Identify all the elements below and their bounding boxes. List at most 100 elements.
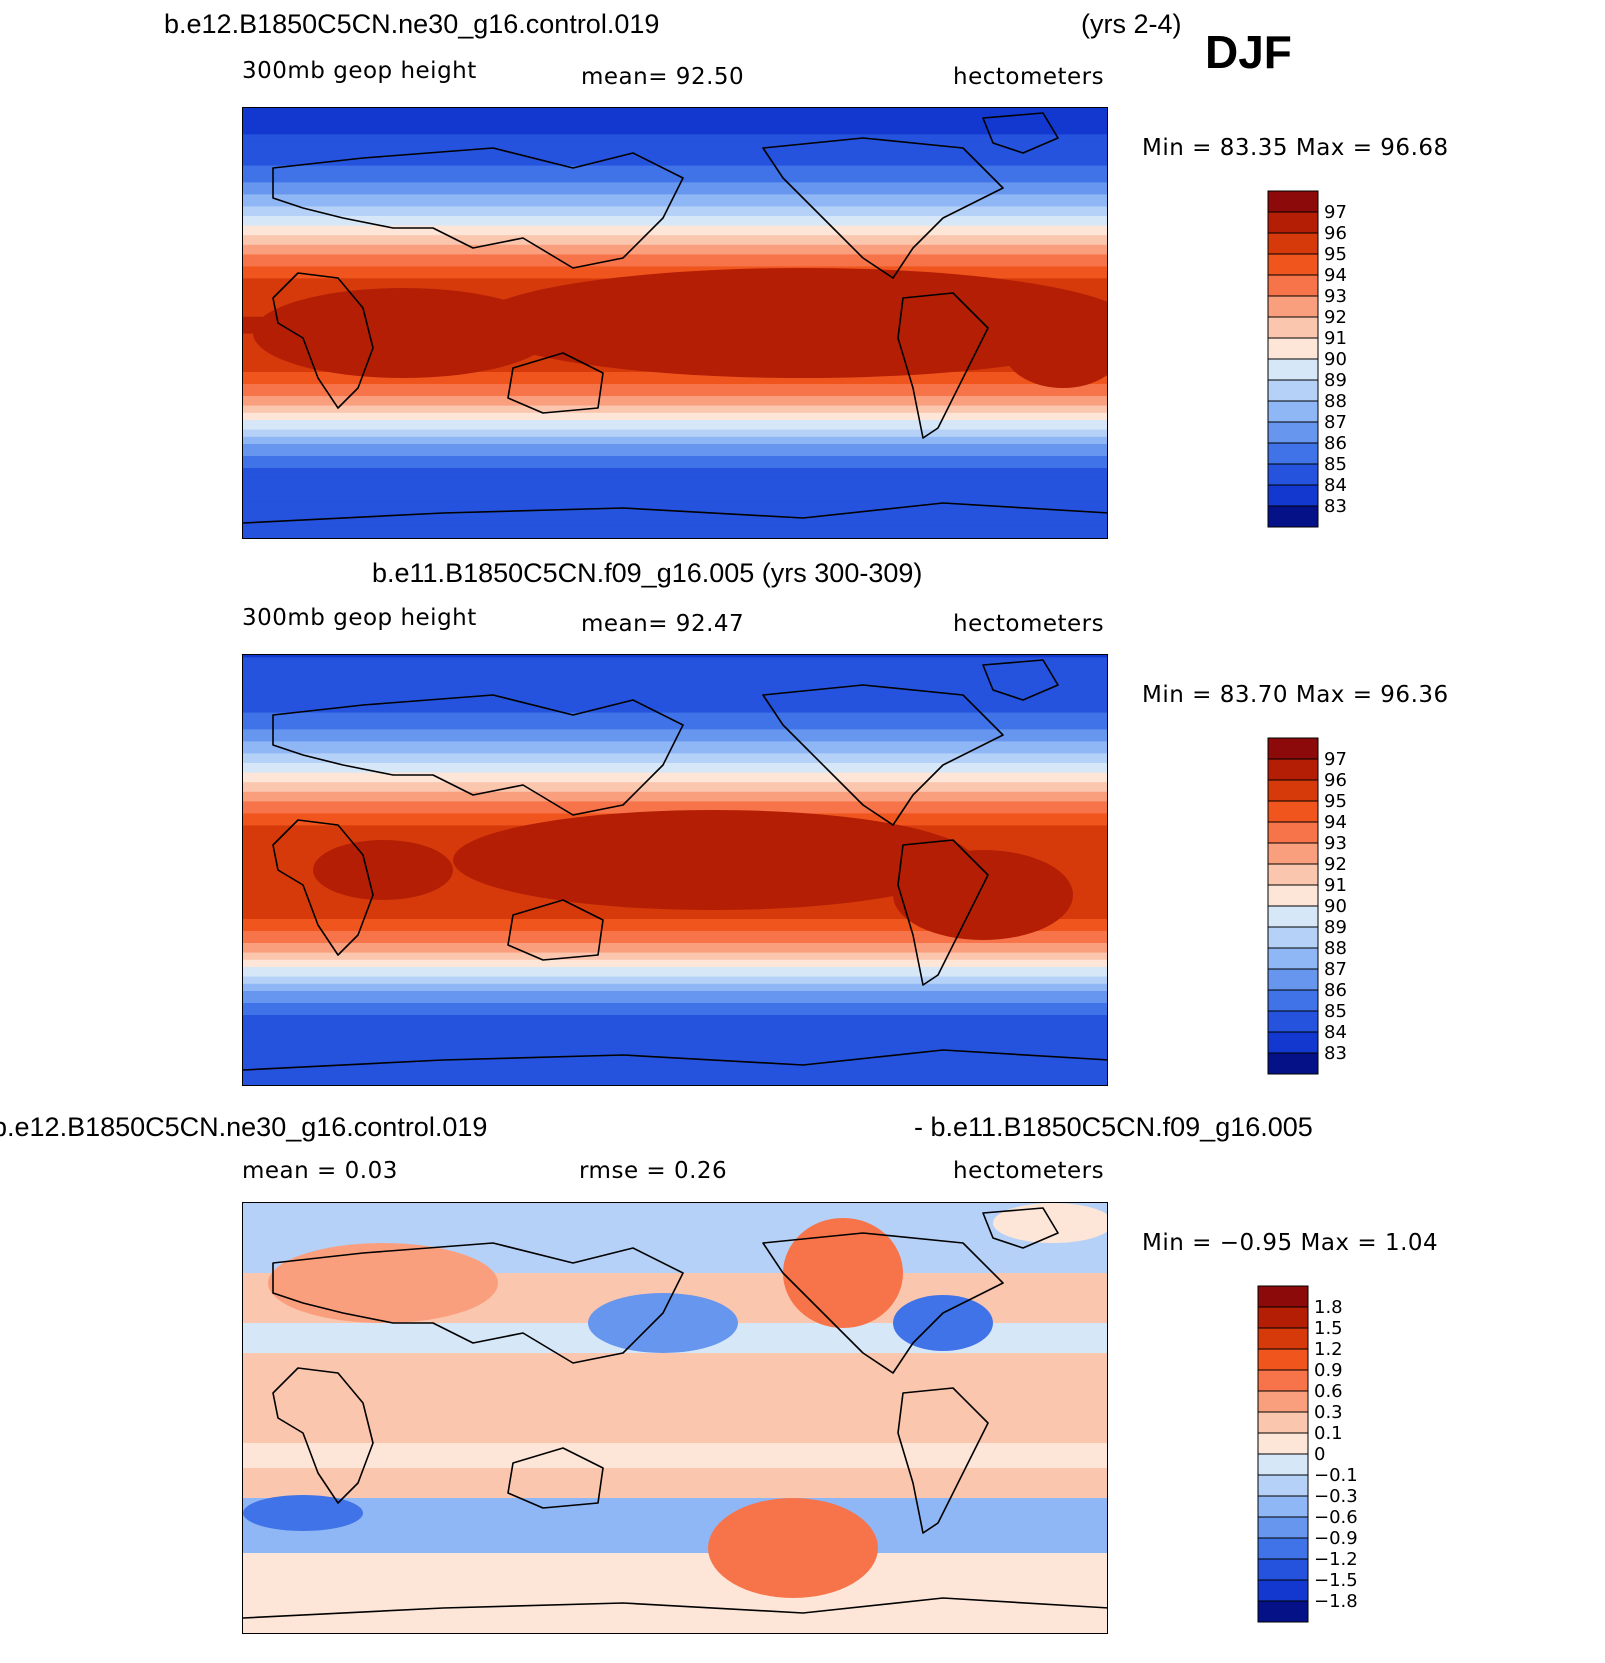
panel2-field-band [243, 681, 1107, 685]
panel2-field-band [243, 916, 1107, 920]
panel1-field-band [243, 211, 1107, 215]
panel1-field-band [243, 189, 1107, 193]
panel2-field-band [243, 715, 1107, 718]
panel1-field-band [243, 175, 1107, 179]
panel1-field-band [243, 156, 1107, 159]
colorbar-box [1267, 926, 1319, 949]
colorbar-box [1257, 1600, 1309, 1623]
panel1-field-band [243, 108, 1107, 111]
colorbar-label: 83 [1324, 1043, 1347, 1064]
colorbar-box [1267, 232, 1319, 255]
panel1-field-band [243, 182, 1107, 186]
colorbar-box [1267, 737, 1319, 760]
panel1-field-band [243, 434, 1107, 438]
colorbar-box [1267, 484, 1319, 507]
panel2-field-band [243, 674, 1107, 678]
coastline [272, 694, 684, 816]
panel1-field-band [243, 420, 1107, 423]
panel3-title-right: - b.e11.B1850C5CN.f09_g16.005 [914, 1112, 1313, 1142]
panel2-field-band [243, 1010, 1107, 1014]
panel1-field-band [243, 494, 1107, 498]
panel1-field-band [243, 249, 1107, 253]
panel1-field-band [243, 134, 1107, 138]
colorbar-label: −1.8 [1314, 1591, 1358, 1612]
panel3-neutral-area [993, 1203, 1107, 1243]
colorbar-label: 1.2 [1314, 1339, 1343, 1360]
panel1-field-band [243, 220, 1107, 224]
colorbar-box [1267, 1031, 1319, 1054]
panel1-map [242, 107, 1108, 539]
panel2-field-band [243, 731, 1107, 735]
panel1-field-band [243, 254, 1107, 258]
panel2-field-band [243, 659, 1107, 663]
panel2-minmax-label: Min = 83.70 Max = 96.36 [1142, 682, 1449, 708]
panel2-field-band [243, 671, 1107, 675]
panel3-negative-anomaly [243, 1495, 363, 1531]
colorbar-label: −1.5 [1314, 1570, 1358, 1591]
panel2-field-band [243, 1043, 1107, 1047]
colorbar-label: 97 [1324, 749, 1347, 770]
panel2-field-band [243, 763, 1107, 766]
panel1-field-band [243, 492, 1107, 495]
panel1-field-band [243, 177, 1107, 181]
colorbar-label: 90 [1324, 896, 1347, 917]
panel2-field-band [243, 775, 1107, 778]
panel2-field-band [243, 943, 1107, 946]
panel2-field-band [243, 1000, 1107, 1004]
panel1-field-band [243, 170, 1107, 174]
panel1-field-band [243, 525, 1107, 529]
panel1-field-band [243, 115, 1107, 119]
panel1-field-band [243, 400, 1107, 404]
panel3-units-label: hectometers [953, 1158, 1105, 1184]
coastline [272, 272, 374, 409]
panel3-mean-label: mean = 0.03 [242, 1158, 398, 1184]
coastline [272, 147, 684, 269]
panel2-field-band [243, 1084, 1107, 1085]
panel1-field-band [243, 268, 1107, 272]
panel2-field-band [243, 712, 1107, 716]
colorbar-label: 95 [1324, 791, 1347, 812]
panel2-field-band [243, 767, 1107, 771]
colorbar-box [1267, 863, 1319, 886]
panel1-field-band [243, 444, 1107, 447]
colorbar-box [1257, 1306, 1309, 1329]
colorbar-label: 84 [1324, 1022, 1347, 1043]
panel2-field-band [243, 1015, 1107, 1018]
colorbar-label: 0.6 [1314, 1381, 1343, 1402]
panel1-field-band [243, 381, 1107, 385]
panel2-field-band [243, 955, 1107, 958]
panel1-field-band [243, 237, 1107, 241]
panel1-title-left: b.e12.B1850C5CN.ne30_g16.control.019 [164, 9, 660, 39]
colorbar-box [1267, 400, 1319, 423]
colorbar-box [1267, 989, 1319, 1012]
panel1-field-band [243, 472, 1107, 476]
coastline [762, 684, 1004, 826]
colorbar-box [1267, 505, 1319, 528]
colorbar-box [1267, 884, 1319, 907]
panel2-field-band [243, 803, 1107, 807]
colorbar-box [1267, 337, 1319, 360]
colorbar-label: 87 [1324, 959, 1347, 980]
panel1-field-band [243, 489, 1107, 493]
panel1-field-band [243, 199, 1107, 203]
coastline [272, 819, 374, 956]
colorbar-box [1267, 358, 1319, 381]
panel2-field-band [243, 926, 1107, 930]
panel1-tropical-max [1003, 308, 1107, 388]
panel1-field-band [243, 501, 1107, 505]
panel1-field-band [243, 247, 1107, 251]
colorbar-label: 91 [1324, 875, 1347, 896]
panel3-rmse-label: rmse = 0.26 [579, 1158, 728, 1184]
panel2-field-band [243, 796, 1107, 800]
panel1-field-band [243, 408, 1107, 411]
panel2-field-band [243, 1031, 1107, 1035]
panel3-minmax-label: Min = −0.95 Max = 1.04 [1142, 1230, 1439, 1256]
coastline [243, 1049, 1107, 1071]
panel1-field-band [243, 204, 1107, 207]
panel1-field-band [243, 520, 1107, 524]
panel1-field-band [243, 487, 1107, 491]
panel2-field-band [243, 1027, 1107, 1030]
panel2-field-band [243, 1024, 1107, 1028]
colorbar-label: 0.1 [1314, 1423, 1343, 1444]
